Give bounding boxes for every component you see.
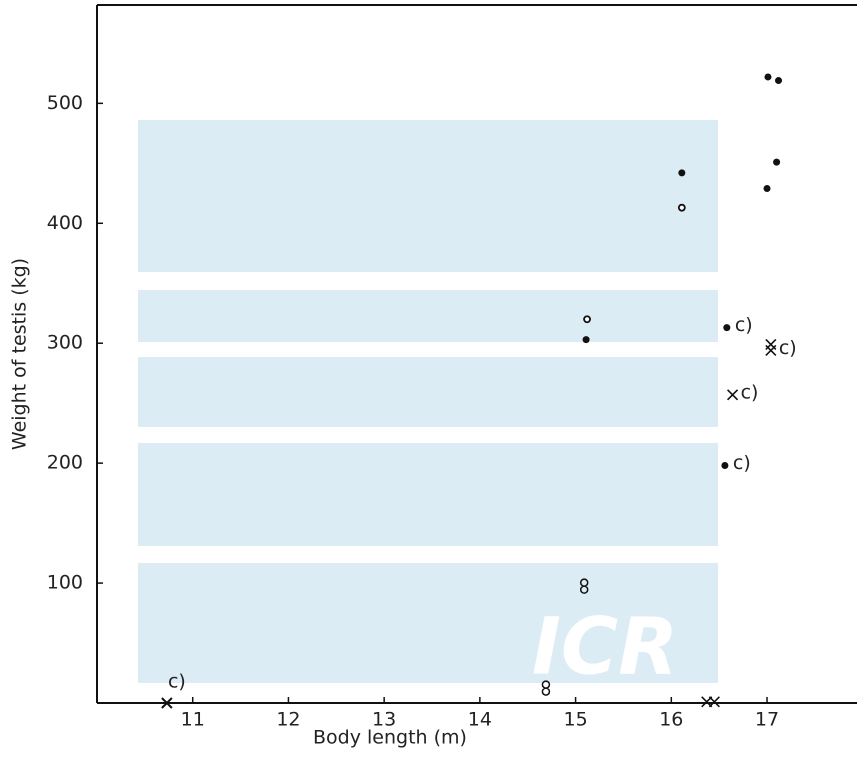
y-tick-label: 400 <box>47 212 83 234</box>
y-axis-label: Weight of testis (kg) <box>9 258 31 450</box>
point <box>708 696 720 708</box>
point <box>678 169 686 177</box>
y-tick-label: 100 <box>47 572 83 594</box>
y-tick-label: 300 <box>47 332 83 354</box>
y-tick-label: 500 <box>47 92 83 114</box>
point <box>773 158 781 166</box>
point-annotation: c) <box>735 314 753 336</box>
point <box>764 73 772 81</box>
watermark-band <box>138 357 718 427</box>
x-axis-label: Body length (m) <box>313 727 467 749</box>
point <box>723 324 731 332</box>
watermark-band <box>138 290 718 342</box>
point <box>583 315 591 324</box>
point-annotation: c) <box>779 337 797 359</box>
point-annotation: c) <box>733 452 751 474</box>
point <box>582 336 590 344</box>
point <box>721 462 729 470</box>
point-annotation: c) <box>168 671 186 693</box>
point <box>160 697 173 709</box>
x-tick-label: 17 <box>755 709 779 731</box>
point <box>579 578 589 594</box>
x-tick-label: 16 <box>659 709 683 731</box>
watermark-band <box>138 120 718 272</box>
y-tick-label: 200 <box>47 452 83 474</box>
point <box>727 389 739 401</box>
x-tick-label: 15 <box>563 709 587 731</box>
point <box>677 203 686 212</box>
x-tick-label: 14 <box>468 709 492 731</box>
point <box>775 77 783 85</box>
watermark-logo: ICR <box>532 602 678 692</box>
x-tick-label: 11 <box>181 709 205 731</box>
point <box>765 344 777 356</box>
watermark-band <box>138 563 718 683</box>
point <box>763 184 771 192</box>
x-tick-label: 12 <box>276 709 300 731</box>
watermark-band <box>138 443 718 546</box>
point <box>541 680 551 696</box>
point-annotation: c) <box>741 381 759 403</box>
x-tick-label: 13 <box>372 709 396 731</box>
